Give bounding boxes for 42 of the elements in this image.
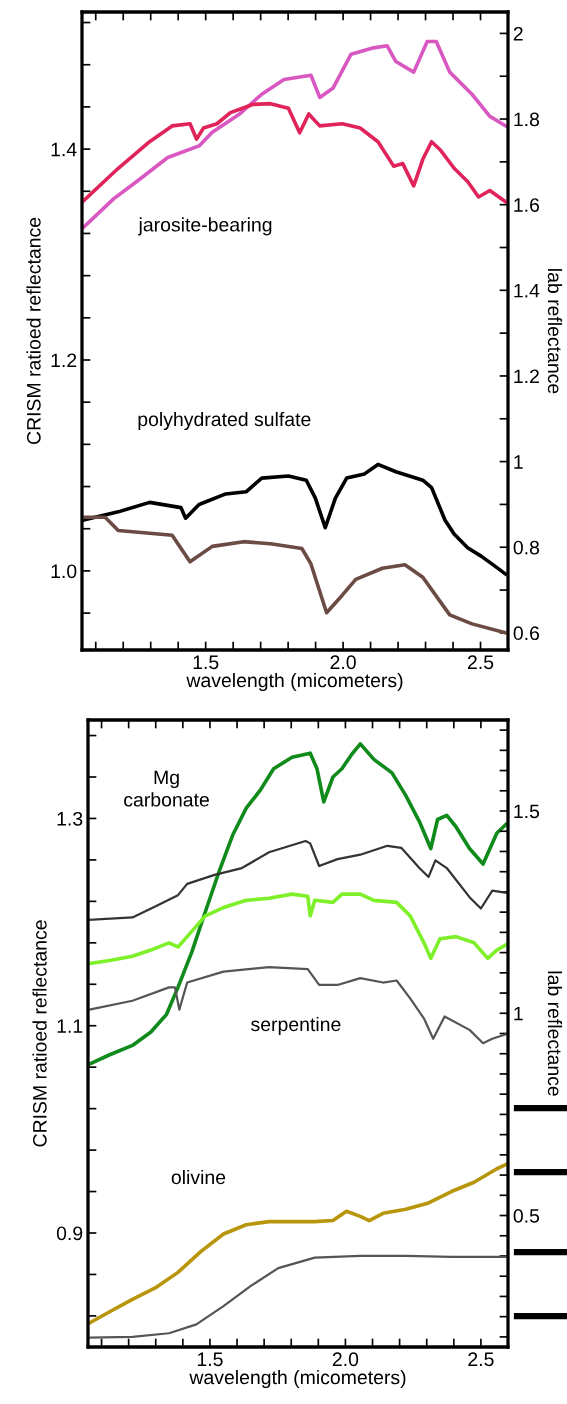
- y2-tick-label: 2: [513, 26, 523, 41]
- x-tick-label: 1.5: [193, 655, 219, 670]
- y2-tick-label: 1: [514, 1006, 523, 1021]
- line-series: [88, 1162, 508, 1325]
- annotation: olivine: [171, 1169, 226, 1185]
- y2-tick-label: 1.4: [514, 283, 540, 298]
- annotation: jarosite-bearing: [138, 217, 272, 236]
- y2-tick-label: 1.2: [514, 369, 539, 384]
- x-axis-title: wavelength (micometers): [189, 1369, 406, 1389]
- y-axis-title: CRISM ratioed reflectance: [26, 217, 41, 445]
- line-series: [88, 892, 508, 966]
- line-series: [88, 742, 508, 1066]
- y-tick-label: 1.1: [57, 1019, 83, 1033]
- line-series: [82, 515, 508, 635]
- y2-axis-title: lab reflectance: [547, 269, 563, 394]
- y2-tick-label: 1.6: [514, 198, 540, 212]
- x-axis-title: wavelength (micometers): [186, 672, 403, 692]
- y2-axis-title: lab reflectance: [547, 971, 563, 1096]
- line-series: [82, 101, 508, 204]
- y-tick-label: 1.0: [51, 564, 77, 579]
- line-series: [88, 1254, 507, 1339]
- x-tick-label: 2.0: [332, 1352, 359, 1367]
- x-tick-label: 2.5: [467, 655, 494, 670]
- y2-tick-label: 0.8: [513, 540, 540, 555]
- annotation: polyhydrated sulfate: [138, 411, 311, 431]
- y-tick-label: 1.3: [57, 811, 83, 826]
- y-tick-label: 0.9: [56, 1226, 83, 1241]
- y-axis-title: CRISM ratioed reflectance: [32, 920, 47, 1147]
- y-tick-label: 1.2: [51, 353, 77, 368]
- annotation: serpentine: [251, 1016, 341, 1036]
- x-tick-label: 2.5: [468, 1352, 494, 1367]
- x-tick-label: 1.5: [197, 1352, 223, 1367]
- y2-tick-label: 0.5: [513, 1209, 540, 1223]
- y2-tick-label: 1: [514, 455, 523, 469]
- y2-tick-label: 0.6: [513, 626, 540, 641]
- y2-tick-label: 1.5: [514, 804, 540, 819]
- y2-tick-label: 1.8: [514, 112, 540, 127]
- x-tick-label: 2.0: [330, 655, 356, 670]
- annotation: Mg carbonate: [124, 770, 209, 807]
- y-tick-label: 1.4: [51, 142, 77, 157]
- line-series: [88, 839, 507, 921]
- line-series: [88, 966, 507, 1045]
